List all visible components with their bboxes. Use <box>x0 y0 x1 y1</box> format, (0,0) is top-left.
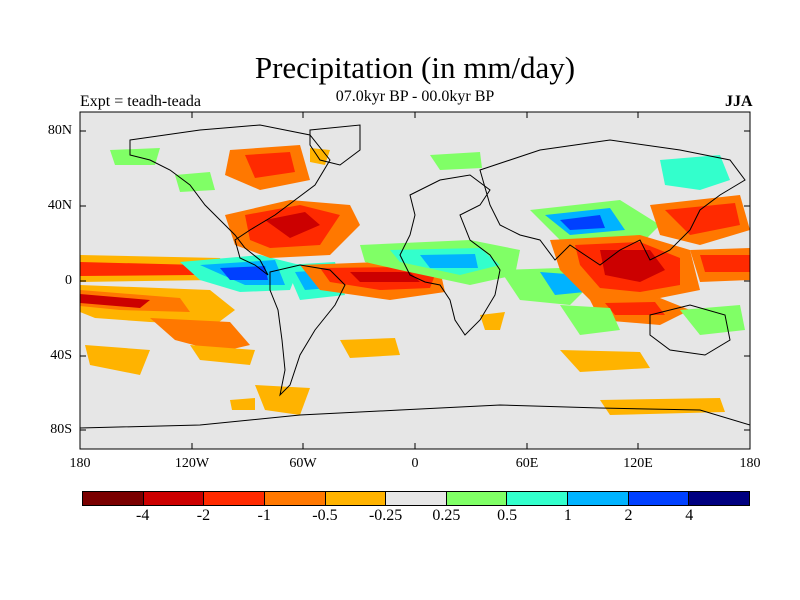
lat-label-80n: 80N <box>47 123 72 138</box>
chart-title: Precipitation (in mm/day) <box>254 50 576 85</box>
anomaly-hudson-bay-core <box>245 152 295 178</box>
colorbar-label: -1 <box>257 507 271 524</box>
anomaly-drake-passage <box>255 385 310 415</box>
anomaly-tropical-atlantic-dark <box>350 272 420 282</box>
anomaly-maritime-continent-dry-core <box>605 302 665 315</box>
colorbar-cell <box>446 492 508 505</box>
colorbar-label: -4 <box>136 507 150 524</box>
lon-label-0: 0 <box>411 456 419 471</box>
outline-antarctica <box>80 404 750 429</box>
outline-australia <box>649 304 731 356</box>
lat-label-40s: 40S <box>50 348 72 363</box>
experiment-label: Expt = teadh-teada <box>80 93 201 110</box>
anomaly-southern-ocean-atlantic <box>230 398 255 410</box>
lat-label-0: 0 <box>65 273 72 288</box>
outline-greenland <box>309 124 361 166</box>
outline-south-america <box>269 264 346 397</box>
lon-label-120e: 120E <box>623 456 653 471</box>
colorbar-cell <box>628 492 690 505</box>
outline-north-america <box>129 124 331 276</box>
colorbar-cell <box>386 492 447 505</box>
season-label: JJA <box>725 93 753 110</box>
anomaly-australia-wet <box>680 305 745 335</box>
anomaly-west-pacific-tropical-core <box>700 255 750 272</box>
lat-label-40n: 40N <box>47 198 72 213</box>
colorbar-label: 1 <box>563 507 572 524</box>
chart-subtitle: 07.0kyr BP - 00.0kyr BP <box>335 88 495 105</box>
lat-label-80s: 80S <box>50 422 72 437</box>
colorbar-cell <box>264 492 326 505</box>
anomaly-south-africa-dry <box>480 312 505 330</box>
anomaly-north-pacific-wet <box>175 172 215 192</box>
anomaly-central-pacific-core <box>80 262 200 276</box>
colorbar-cell <box>143 492 205 505</box>
colorbar-cell <box>507 492 569 505</box>
colorbar-cell <box>689 492 750 505</box>
colorbar <box>82 491 750 506</box>
anomaly-sahel-wet-core <box>420 254 478 268</box>
anomaly-east-asia-wet <box>660 155 730 190</box>
colorbar-label: 4 <box>685 507 694 524</box>
anomaly-west-pacific-dry-core <box>665 203 740 235</box>
lon-label-120w: 120W <box>174 456 210 471</box>
anomaly-south-atlantic <box>340 338 400 358</box>
anomaly-north-atlantic-wet <box>430 152 482 170</box>
colorbar-cell <box>568 492 629 505</box>
lon-label-60w: 60W <box>289 456 317 471</box>
anomaly-south-pacific-core <box>80 294 150 308</box>
colorbar-cell <box>325 492 387 505</box>
colorbar-label: 2 <box>624 507 633 524</box>
anomaly-east-pacific-wet-core <box>220 266 268 280</box>
colorbar-cell <box>83 492 144 505</box>
colorbar-label: -0.5 <box>312 507 338 524</box>
colorbar-label: 0.25 <box>432 507 461 524</box>
precip-anomaly-field <box>80 145 750 415</box>
lon-label-60e: 60E <box>515 456 539 471</box>
anomaly-southern-ocean <box>600 398 725 415</box>
anomaly-southeast-pacific <box>190 345 255 365</box>
lon-label-180w: 180 <box>69 456 91 471</box>
colorbar-label: 0.5 <box>497 507 518 524</box>
anomaly-south-indian-wet <box>560 305 620 335</box>
anomaly-south-pacific-subtropic <box>150 318 250 352</box>
continent-outlines <box>80 124 750 429</box>
axis-ticks <box>79 112 751 449</box>
anomaly-tibet-wet-core <box>560 215 605 230</box>
colorbar-cell <box>204 492 265 505</box>
lon-label-180e: 180 <box>739 456 761 471</box>
anomaly-north-atlantic-dark <box>265 212 320 238</box>
colorbar-label: -2 <box>196 507 211 524</box>
anomaly-south-indian-ocean <box>560 350 650 372</box>
colorbar-label: -0.25 <box>368 507 403 524</box>
outline-asia <box>479 139 746 266</box>
anomaly-southern-pacific <box>85 345 150 375</box>
